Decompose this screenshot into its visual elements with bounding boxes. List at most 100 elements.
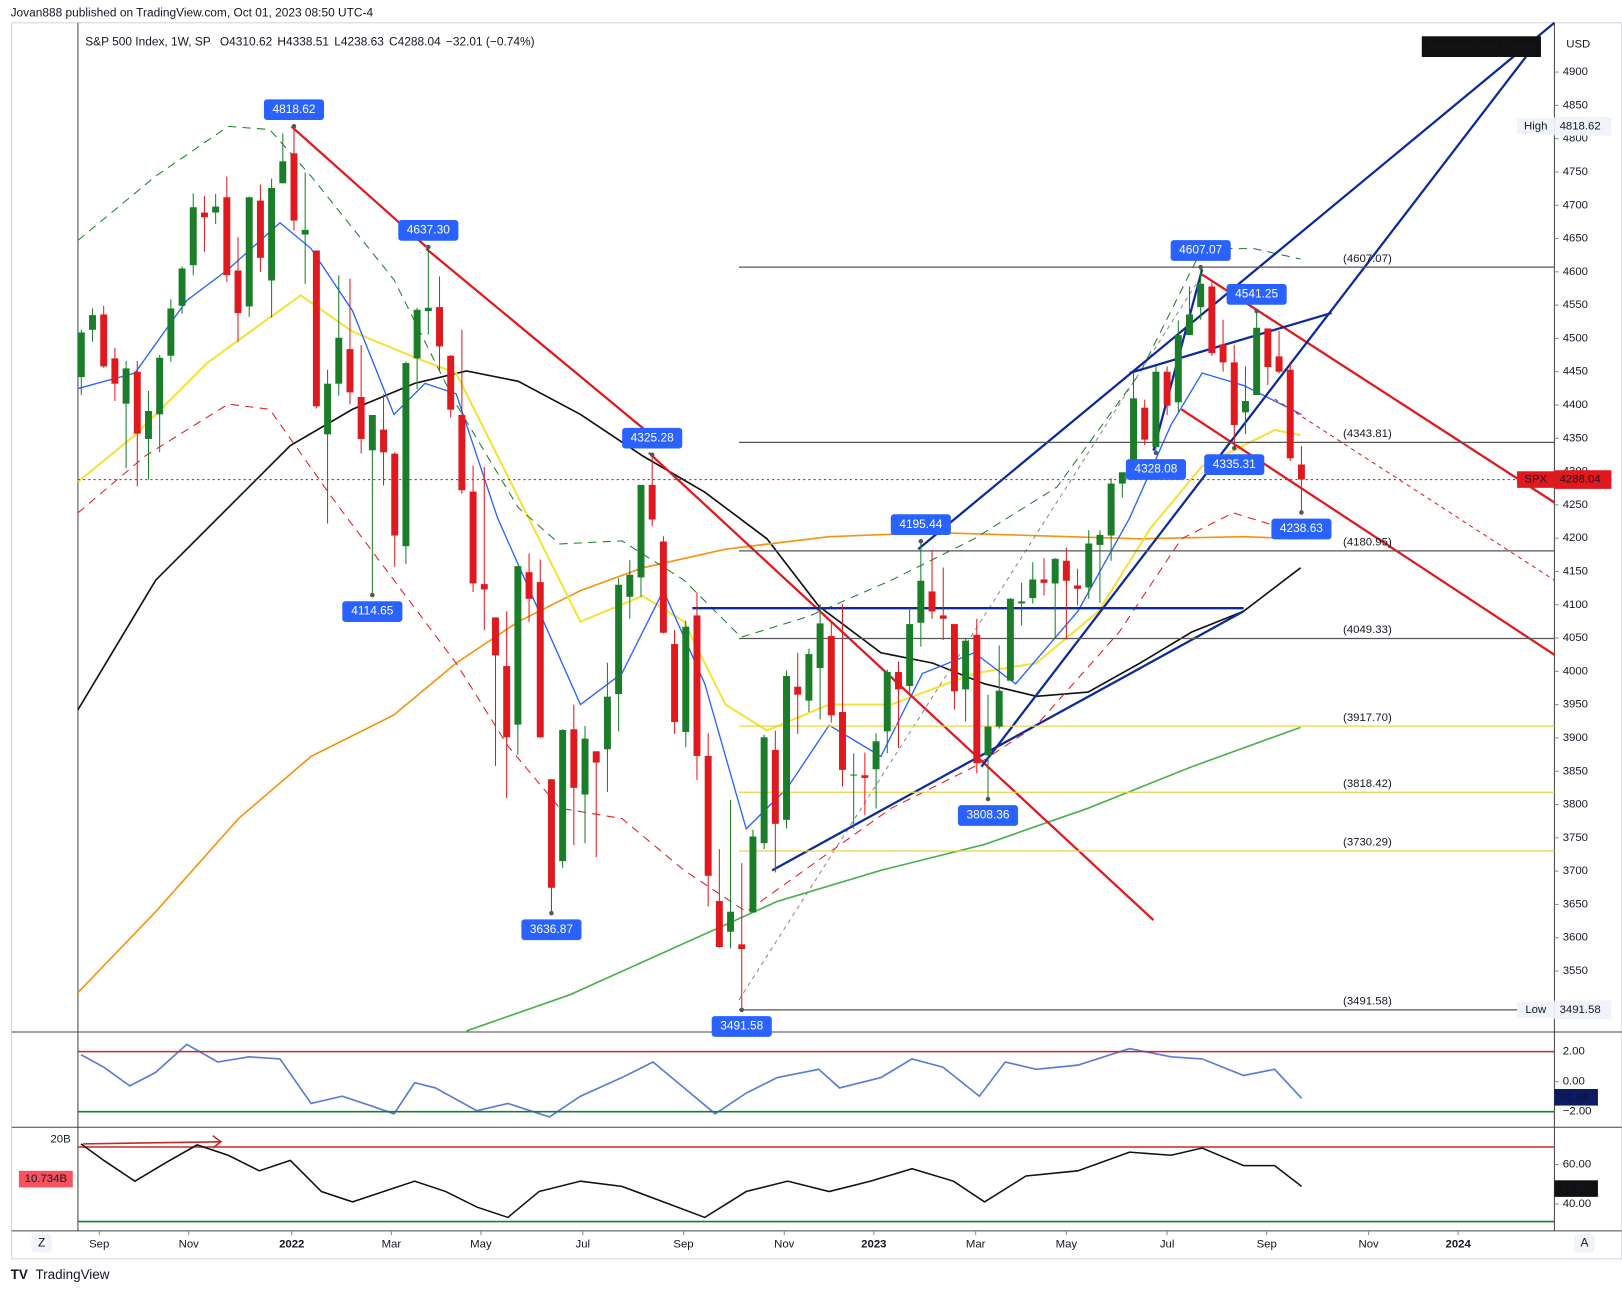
pivot-dot: [1153, 450, 1159, 456]
x-tick-label: May: [470, 1238, 492, 1250]
x-tick-label: Sep: [673, 1238, 693, 1250]
y-tick-label: 4100: [1563, 599, 1588, 611]
candle-body: [883, 672, 891, 732]
candle-body: [1197, 283, 1205, 308]
x-tick-label: Nov: [1358, 1238, 1379, 1250]
candle-body: [156, 357, 164, 415]
price-box-value: 4288.04: [1560, 474, 1601, 486]
osc-last-box: [1554, 1088, 1598, 1106]
candle-body: [816, 623, 824, 669]
y-tick-label: 4850: [1563, 99, 1588, 111]
volume-osc-box: [1554, 1180, 1598, 1197]
arrow: [83, 1141, 220, 1145]
candle-body: [1051, 558, 1059, 584]
candle-body: [805, 654, 813, 701]
volume-tick-label: 40.00: [1563, 1198, 1591, 1210]
button[interactable]: [31, 1234, 53, 1253]
candle-body: [637, 484, 645, 578]
osc-last: −1.04: [1560, 1091, 1589, 1103]
ma-orange: [77, 531, 1301, 994]
ma-yellow: [77, 294, 1301, 732]
ma-black: [77, 370, 1302, 711]
published-line: Jovan888 published on TradingView.com, O…: [11, 6, 374, 20]
candle-body: [1029, 579, 1037, 599]
pivot-box: [1170, 240, 1231, 261]
candle-body: [738, 944, 746, 950]
candle-body: [391, 453, 399, 536]
candle-body: [492, 617, 499, 656]
osc-tick-label: −2.00: [1563, 1106, 1592, 1118]
x-tick-label: Mar: [966, 1238, 986, 1250]
volume-osc-last: 47.80: [1560, 1183, 1588, 1195]
volume-oscillator: [80, 1143, 1303, 1219]
pivot-dot: [1299, 510, 1304, 515]
price-box-name: Low: [1525, 1004, 1547, 1016]
pivot-box: [263, 99, 325, 121]
pivot-dot: [918, 538, 924, 544]
button[interactable]: [1574, 1234, 1595, 1253]
x-tick-label: 2023: [861, 1238, 886, 1250]
y-tick-label: 4450: [1563, 366, 1588, 378]
trend-line: [425, 247, 650, 434]
candle-body: [1253, 327, 1261, 396]
pivot-box: [1125, 459, 1186, 480]
candle-body: [1107, 483, 1115, 536]
candle-body: [480, 584, 488, 590]
pivot-dot: [1254, 308, 1259, 314]
level-label: (4180.95): [1343, 537, 1392, 549]
pivot-box: [957, 805, 1019, 826]
candle-body: [693, 615, 701, 756]
candle-body: [894, 672, 902, 690]
oscillator-line: [80, 1043, 1303, 1118]
osc-tick-label: 2.00: [1563, 1046, 1585, 1058]
pivot-label: 4238.63: [1280, 521, 1323, 535]
candle-body: [77, 332, 85, 378]
candle-body: [1286, 369, 1294, 459]
candle-body: [111, 358, 119, 384]
candle-body: [1152, 371, 1160, 447]
y-tick-label: 4200: [1563, 532, 1588, 544]
y-tick-label: 4900: [1563, 66, 1588, 78]
candle-body: [760, 737, 768, 844]
plot: (4607.07) (4343.81) (4180.95) (4049.33) (391…: [77, 99, 1555, 1037]
y-tick-label: 4050: [1563, 632, 1588, 644]
candle-body: [100, 314, 108, 367]
candle-body: [928, 591, 936, 612]
candle-body: [570, 729, 578, 788]
candle-body: [1062, 560, 1070, 581]
auto-button[interactable]: A: [1580, 1235, 1588, 1249]
level-label: (4343.81): [1343, 428, 1392, 440]
pivot-box: [711, 1016, 772, 1037]
candle-body: [839, 711, 846, 770]
volume-last-box: [18, 1170, 73, 1188]
y-tick-label: 3550: [1563, 965, 1588, 977]
price-box: [1517, 117, 1555, 135]
osc-tick-label: 0.00: [1563, 1076, 1585, 1088]
pivot-label: 4195.44: [899, 517, 942, 531]
pivot-label: 3808.36: [966, 808, 1009, 822]
price-box-name: SPX: [1524, 474, 1547, 486]
candle-body: [794, 686, 802, 695]
candle-body: [939, 615, 947, 619]
candle-body: [167, 308, 175, 356]
arrow-head: [212, 1134, 223, 1149]
level-label: (4049.33): [1343, 624, 1392, 636]
y-tick-label: 4600: [1563, 266, 1588, 278]
candle-body: [458, 414, 466, 491]
candle-body: [189, 207, 197, 266]
pivot-box: [1204, 454, 1265, 476]
price-box: [1554, 116, 1612, 136]
trend-line: [1274, 398, 1555, 581]
candle-body: [559, 729, 567, 862]
brand: TradingView: [35, 1267, 109, 1282]
level-label: (3818.42): [1343, 778, 1392, 790]
candle-body: [1141, 407, 1149, 440]
volume-tick-label: 60.00: [1563, 1159, 1591, 1171]
candle-body: [413, 309, 421, 359]
legend: S&P 500 Index, 1W, SP O4310.62 H4338.51 L4…: [85, 35, 534, 49]
zoom-button[interactable]: Z: [38, 1235, 45, 1249]
y-tick-label: 3750: [1563, 832, 1588, 844]
candle-body: [671, 644, 679, 722]
candle-body: [279, 161, 287, 184]
